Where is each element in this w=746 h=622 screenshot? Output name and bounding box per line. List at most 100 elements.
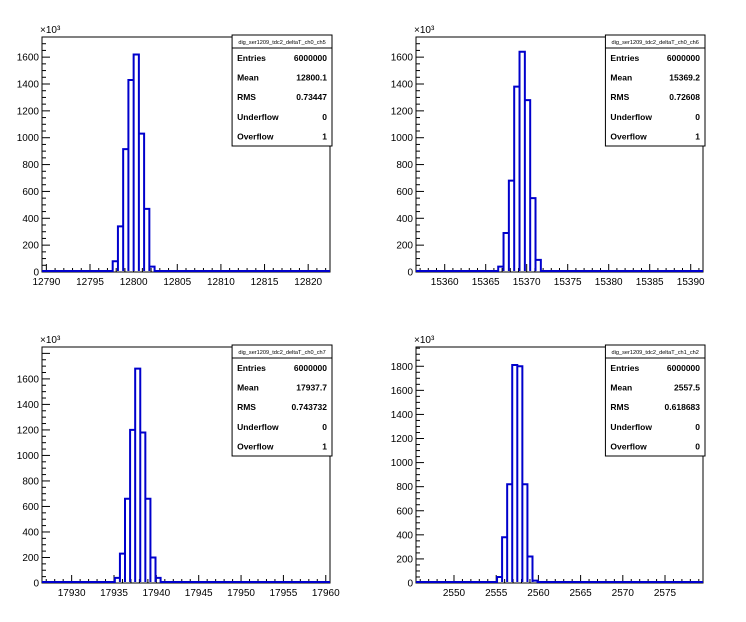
histogram-bin <box>120 554 125 583</box>
stats-title: dig_ser1209_tdc2_deltaT_ch1_ch2 <box>612 350 699 356</box>
stats-box: dig_ser1209_tdc2_deltaT_ch1_ch2 Entries 60… <box>604 344 706 457</box>
x-tick-label: 15375 <box>554 277 582 288</box>
stats-value: 2557.5 <box>674 383 700 393</box>
stats-label: Entries <box>610 53 639 63</box>
x-tick-label: 2555 <box>485 588 508 599</box>
histogram-line <box>42 53 330 272</box>
y-tick-label: 800 <box>22 476 39 487</box>
x-tick-label: 12810 <box>207 277 235 288</box>
stats-label: Mean <box>610 383 632 393</box>
y-tick-label: 400 <box>396 214 413 225</box>
stats-value: 0 <box>695 112 700 122</box>
x-tick-label: 17960 <box>312 588 340 599</box>
x-tick-label: 15365 <box>472 277 500 288</box>
x-tick-label: 15390 <box>677 277 705 288</box>
stats-label: Underflow <box>610 112 652 122</box>
stats-box-frame <box>231 34 333 147</box>
stats-label: Entries <box>237 53 266 63</box>
x-tick-label: 15385 <box>636 277 664 288</box>
stats-title: dig_ser1209_tdc2_deltaT_ch0_ch7 <box>238 350 325 356</box>
y-exponent-label: ×10³ <box>414 25 435 36</box>
stats-label: Entries <box>610 363 639 373</box>
stats-label: Mean <box>237 383 259 393</box>
x-tick-label: 17945 <box>185 588 213 599</box>
stats-box: dig_ser1209_tdc2_deltaT_ch0_ch5 Entries 60… <box>231 34 333 147</box>
y-tick-label: 800 <box>22 160 39 171</box>
histogram-line <box>42 367 330 583</box>
x-tick-label: 17950 <box>227 588 255 599</box>
x-tick-label: 2570 <box>612 588 635 599</box>
y-tick-label: 0 <box>33 268 39 279</box>
x-tick-label: 17940 <box>142 588 170 599</box>
stats-value: 0.743732 <box>292 402 328 412</box>
y-exponent-label: ×10³ <box>414 335 435 346</box>
y-tick-label: 1200 <box>17 425 40 436</box>
histogram-bin <box>139 134 144 272</box>
y-tick-label: 800 <box>396 160 413 171</box>
histogram-line <box>416 364 703 583</box>
histogram-panel-3: ×10³ 0 200 400 600 800 1000 1200 1400 1600 17930 17… <box>17 335 340 599</box>
stats-value: 15369.2 <box>669 73 700 83</box>
stats-value: 6000000 <box>294 53 327 63</box>
stats-value: 6000000 <box>667 363 700 373</box>
histogram-bin <box>525 100 530 272</box>
stats-label: RMS <box>237 402 256 412</box>
histogram-bin <box>130 430 135 583</box>
y-tick-label: 1000 <box>17 133 40 144</box>
histogram-bin <box>123 149 128 272</box>
histogram-bin <box>135 369 140 583</box>
histogram-bin <box>128 80 133 272</box>
y-tick-label: 600 <box>22 502 39 513</box>
histogram-bin <box>149 267 154 272</box>
y-tick-label: 1800 <box>391 362 414 373</box>
x-tick-label: 12815 <box>251 277 279 288</box>
histogram-bin <box>115 578 120 583</box>
stats-value: 0 <box>695 422 700 432</box>
histogram-bin <box>509 181 514 272</box>
histogram-bin <box>140 432 145 583</box>
histogram-bin <box>530 198 535 272</box>
stats-value: 0.73447 <box>296 92 327 102</box>
x-tick-label: 15370 <box>513 277 541 288</box>
y-tick-label: 1400 <box>17 80 40 91</box>
stats-value: 6000000 <box>294 363 327 373</box>
y-tick-label: 1600 <box>391 53 414 64</box>
stats-box: dig_ser1209_tdc2_deltaT_ch0_ch7 Entries 60… <box>231 344 333 457</box>
stats-label: Overflow <box>610 131 647 141</box>
histogram-panel-2: ×10³ 0 200 400 600 800 1000 1200 1400 1600 15360 15… <box>391 25 706 288</box>
x-tick-label: 2550 <box>443 588 466 599</box>
stats-box-frame <box>604 344 706 457</box>
x-tick-label: 2575 <box>654 588 677 599</box>
y-tick-label: 1200 <box>391 106 414 117</box>
x-tick-label: 17955 <box>270 588 298 599</box>
y-tick-label: 600 <box>22 187 39 198</box>
y-tick-label: 1200 <box>17 106 40 117</box>
y-tick-label: 1000 <box>17 451 40 462</box>
histogram-bin <box>125 499 130 583</box>
y-tick-label: 1600 <box>17 53 40 64</box>
stats-value: 0 <box>322 422 327 432</box>
stats-label: RMS <box>237 92 256 102</box>
histogram-bin <box>156 578 161 583</box>
stats-label: Overflow <box>237 131 274 141</box>
x-tick-label: 12790 <box>32 277 60 288</box>
histogram-bin <box>522 484 527 583</box>
y-tick-label: 200 <box>396 554 413 565</box>
histogram-bin <box>145 499 150 583</box>
x-tick-label: 12795 <box>76 277 104 288</box>
x-tick-label: 15380 <box>595 277 623 288</box>
y-tick-label: 0 <box>33 579 39 590</box>
stats-label: RMS <box>610 92 629 102</box>
histogram-bin <box>502 537 507 583</box>
y-tick-label: 1400 <box>391 410 414 421</box>
y-tick-label: 200 <box>22 241 39 252</box>
stats-title: dig_ser1209_tdc2_deltaT_ch0_ch6 <box>612 40 699 46</box>
y-tick-label: 200 <box>22 553 39 564</box>
x-tick-label: 12820 <box>294 277 322 288</box>
stats-value: 0.72608 <box>669 92 700 102</box>
histogram-bin <box>113 261 118 272</box>
histogram-line <box>416 50 703 272</box>
histogram-bin <box>504 233 509 272</box>
y-tick-label: 1400 <box>391 80 414 91</box>
